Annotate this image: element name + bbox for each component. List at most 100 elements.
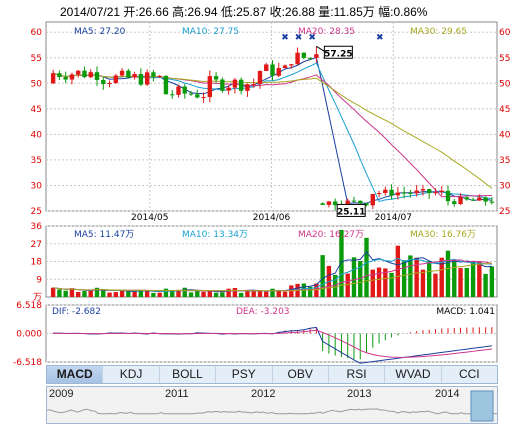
tab-macd[interactable]: MACD [47, 366, 104, 383]
low-label: 25.11 [337, 207, 365, 217]
volume-bar [188, 292, 194, 297]
volume-bar [358, 261, 363, 297]
volume-bar [314, 283, 319, 297]
candle-body [76, 70, 81, 75]
candle-body [376, 193, 382, 195]
tab-rsi[interactable]: RSI [329, 366, 386, 383]
volume-bar [345, 273, 350, 297]
volume-bar [420, 269, 426, 297]
tab-obv[interactable]: OBV [273, 366, 329, 383]
candle-body [107, 82, 112, 85]
candle-body [144, 72, 150, 85]
candle-body [57, 73, 62, 78]
volume-bar [289, 285, 294, 297]
candle-body [345, 200, 350, 206]
navigator-year-label: 2014 [435, 388, 460, 400]
price-tick-left: 45 [31, 105, 42, 115]
volume-bar [126, 291, 131, 297]
candle-body [408, 192, 413, 194]
price-tick-right: 25 [499, 207, 510, 217]
volume-bar [232, 288, 238, 297]
navigator-sparkline [47, 390, 497, 422]
volume-bar [251, 291, 256, 297]
volume-bar [408, 255, 413, 297]
volume-bar [94, 287, 100, 297]
candle-body [445, 190, 451, 202]
quote-low: 低:25.87 [220, 5, 267, 19]
candle-body [182, 86, 187, 94]
candle-body [126, 70, 131, 78]
volume-bar [320, 255, 325, 297]
volume-bar [383, 268, 388, 297]
macd-tick: 6.518 [16, 301, 42, 311]
tab-cci[interactable]: CCI [458, 367, 480, 381]
volume-bar [157, 292, 162, 297]
indicator-tabs: MACD KDJ BOLL PSY OBV RSI WVAD CCI [46, 365, 498, 384]
tab-kdj[interactable]: KDJ [103, 366, 160, 383]
candle-body [314, 54, 319, 58]
high-label-box [323, 45, 353, 59]
price-ma20-legend: MA20: 28.35 [298, 27, 355, 37]
volume-bar [483, 273, 488, 297]
candle-body [238, 79, 244, 91]
volume-bar [101, 289, 106, 297]
volume-bar [50, 287, 56, 297]
quote-change: 幅:0.86% [378, 5, 428, 19]
price-tick-right: 35 [499, 156, 510, 166]
candle-body [245, 84, 250, 91]
candle-body [289, 64, 294, 66]
volume-bar [88, 290, 93, 297]
candle-body [201, 97, 206, 99]
price-tick-left: 60 [31, 28, 43, 38]
volume-bar [195, 290, 200, 297]
volume-bar [426, 261, 432, 297]
range-navigator[interactable]: 2009 2011 2012 2013 2014 [46, 386, 498, 424]
price-ma30-legend: MA30: 29.65 [410, 27, 467, 37]
volume-bar [151, 292, 156, 297]
navigator-year-label: 2011 [165, 388, 189, 400]
volume-bar [445, 250, 451, 297]
low-label-box [336, 203, 366, 217]
volume-bar [107, 292, 112, 297]
candle-body [163, 75, 169, 95]
price-tick-right: 60 [499, 28, 511, 38]
vol-unit: 万 [33, 293, 42, 303]
vol-ma20-legend: MA20: 16.27万 [298, 230, 364, 240]
quote-header: 2014/07/21 开:26.66 高:26.94 低:25.87 收:26.… [60, 3, 427, 20]
volume-bar [364, 237, 369, 297]
price-tick-right: 30 [499, 181, 511, 191]
candle-body [420, 189, 426, 191]
volume-bar [351, 257, 357, 297]
candle-body [94, 72, 100, 80]
candle-body [213, 76, 219, 80]
volume-bar [132, 290, 137, 297]
volume-bar [82, 291, 87, 297]
volume-bar [282, 291, 288, 297]
price-tick-left: 50 [31, 79, 43, 89]
vol-ma30-legend: MA30: 16.76万 [410, 230, 476, 240]
date-tick-label: 2014/06 [253, 213, 291, 223]
volume-bar [332, 274, 338, 297]
candle-body [477, 197, 482, 201]
volume-bar [401, 260, 407, 297]
candle-body [358, 200, 363, 204]
volume-bar [439, 257, 444, 297]
candle-body [282, 65, 288, 69]
tab-psy[interactable]: PSY [216, 366, 273, 383]
volume-bar [276, 290, 281, 297]
volume-bar [245, 289, 250, 297]
candle-body [88, 72, 93, 78]
tab-wvad[interactable]: WVAD [385, 366, 442, 383]
price-ma5-legend: MA5: 27.20 [74, 27, 126, 37]
candle-body [119, 70, 125, 76]
stock-chart: 60 60 55 55 50 50 45 45 40 40 35 35 30 30 25 25 2014/05 2… [13, 21, 511, 365]
volume-bar [395, 245, 401, 297]
volume-bar [213, 292, 219, 297]
candle-body [251, 83, 256, 85]
volume-bar [376, 267, 382, 297]
volume-bar [57, 289, 62, 297]
tab-boll[interactable]: BOLL [160, 366, 217, 383]
candle-body [414, 190, 419, 194]
volume-bar [414, 257, 419, 297]
candle-body [364, 203, 369, 206]
